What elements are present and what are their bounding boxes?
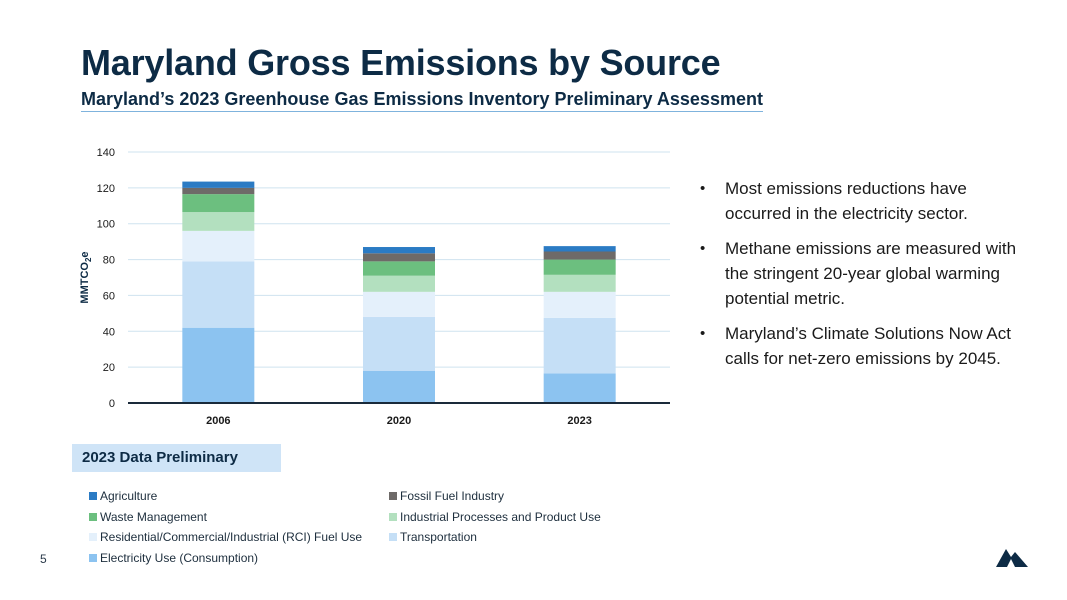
bar-segment — [363, 253, 435, 262]
y-tick-label: 120 — [97, 183, 115, 195]
bar-segment — [543, 373, 616, 403]
key-point: Maryland’s Climate Solutions Now Act cal… — [698, 321, 1018, 371]
legend-label: Transportation — [400, 530, 477, 544]
slide-title: Maryland Gross Emissions by Source — [81, 42, 721, 83]
bar-segment — [182, 261, 255, 328]
preliminary-data-label: 2023 Data Preliminary — [72, 444, 281, 472]
y-tick-label: 60 — [103, 290, 115, 302]
legend-label: Industrial Processes and Product Use — [400, 509, 601, 524]
legend-label: Waste Management — [100, 509, 207, 524]
key-points-list: Most emissions reductions have occurred … — [698, 176, 1018, 381]
legend-label: Residential/Commercial/Industrial (RCI) … — [100, 530, 363, 544]
bar-segment — [363, 261, 435, 276]
x-tick-label: 2020 — [387, 415, 411, 427]
legend-swatch — [89, 512, 97, 521]
bar-segment — [363, 370, 435, 403]
legend-item: Agriculture — [89, 489, 157, 503]
stacked-bar-chart: 0 20 40 60 80 100 120 140 MMTCO2e 2006 2020 2023 — [79, 147, 670, 427]
bar-segment — [182, 327, 255, 403]
legend-swatch — [89, 492, 97, 500]
legend-swatch — [89, 533, 97, 541]
key-point: Most emissions reductions have occurred … — [698, 176, 1018, 226]
key-point: Methane emissions are measured with the … — [698, 236, 1018, 311]
legend-item: Residential/Commercial/Industrial (RCI) … — [89, 530, 362, 544]
legend-swatch — [389, 533, 397, 541]
page-number: 5 — [40, 552, 47, 566]
bar-segment — [363, 247, 435, 254]
mountain-logo-icon — [996, 549, 1028, 567]
bar-segment — [543, 317, 616, 374]
bar-segment — [363, 316, 435, 371]
y-axis-label: MMTCO2e — [79, 251, 93, 303]
slide-subtitle: Maryland’s 2023 Greenhouse Gas Emissions… — [81, 89, 763, 112]
y-tick-label: 40 — [103, 326, 115, 338]
bar-segment — [182, 212, 255, 231]
bar-segment — [182, 230, 255, 262]
bar-segment — [543, 259, 616, 275]
bar-segment — [182, 181, 255, 188]
legend-item: Transportation — [389, 530, 477, 544]
bar-segment — [363, 275, 435, 292]
bar-segment — [543, 291, 616, 318]
legend-swatch — [389, 512, 397, 521]
legend-swatch — [89, 553, 97, 562]
bar-segment — [363, 291, 435, 317]
legend-label: Agriculture — [100, 489, 158, 503]
legend-item: Fossil Fuel Industry — [389, 489, 504, 503]
legend-swatch — [389, 492, 397, 500]
legend-label: Electricity Use (Consumption) — [100, 550, 259, 565]
x-tick-label: 2023 — [567, 415, 591, 427]
bar-segment — [182, 187, 255, 195]
y-tick-label: 20 — [103, 362, 115, 374]
y-tick-label: 80 — [103, 255, 115, 267]
legend-item: Electricity Use (Consumption) — [89, 551, 258, 565]
y-tick-label: 140 — [97, 147, 115, 159]
bar-segment — [182, 194, 255, 213]
bar-segment — [543, 251, 616, 260]
legend-item: Waste Management — [89, 510, 207, 524]
bar-segment — [543, 246, 616, 252]
y-tick-label: 0 — [109, 398, 115, 410]
legend-item: Industrial Processes and Product Use — [389, 510, 601, 524]
x-tick-label: 2006 — [206, 415, 230, 427]
legend-label: Fossil Fuel Industry — [400, 489, 505, 503]
bar-segment — [543, 274, 616, 292]
y-tick-label: 100 — [97, 219, 115, 231]
